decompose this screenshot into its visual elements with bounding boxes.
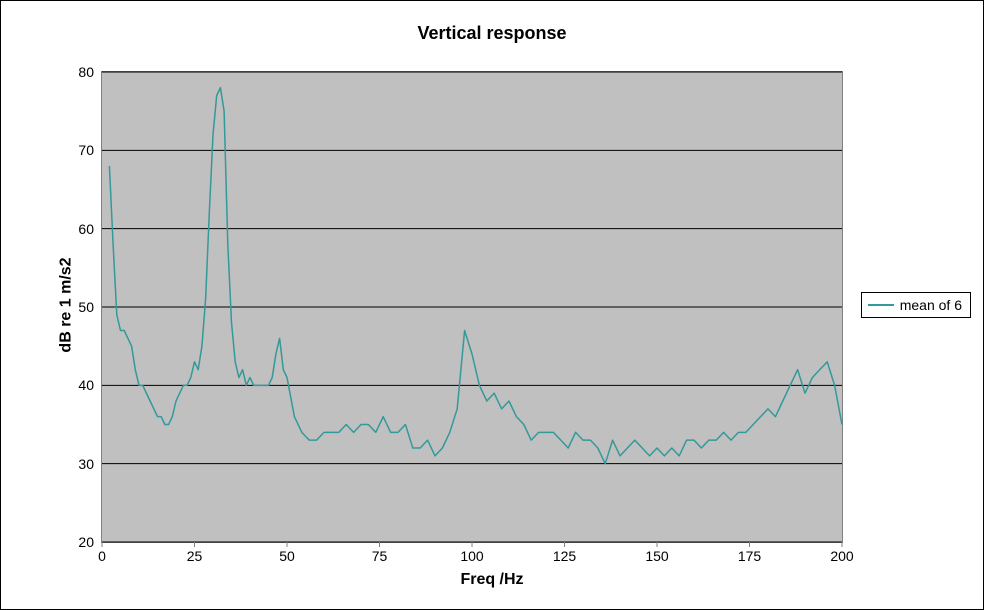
x-tick-label: 100 (452, 548, 492, 564)
x-tick-label: 25 (175, 548, 215, 564)
y-tick-label: 40 (54, 377, 94, 393)
x-axis-label: Freq /Hz (1, 571, 983, 589)
y-tick-label: 50 (54, 299, 94, 315)
x-tick-label: 150 (637, 548, 677, 564)
y-tick-label: 80 (54, 64, 94, 80)
x-tick-label: 0 (82, 548, 122, 564)
plot-svg (102, 72, 842, 542)
x-tick-label: 75 (360, 548, 400, 564)
y-tick-label: 30 (54, 456, 94, 472)
x-tick-label: 125 (545, 548, 585, 564)
x-tick-label: 50 (267, 548, 307, 564)
legend-label: mean of 6 (900, 297, 962, 313)
legend-swatch (868, 304, 894, 306)
chart-title: Vertical response (1, 23, 983, 44)
plot-area: 203040506070800255075100125150175200 (101, 71, 843, 543)
chart-frame: Vertical response dB re 1 m/s2 Freq /Hz … (0, 0, 984, 610)
y-tick-label: 70 (54, 142, 94, 158)
series-line (109, 88, 842, 464)
x-tick-label: 175 (730, 548, 770, 564)
y-tick-label: 60 (54, 221, 94, 237)
x-tick-label: 200 (822, 548, 862, 564)
legend: mean of 6 (861, 292, 971, 318)
